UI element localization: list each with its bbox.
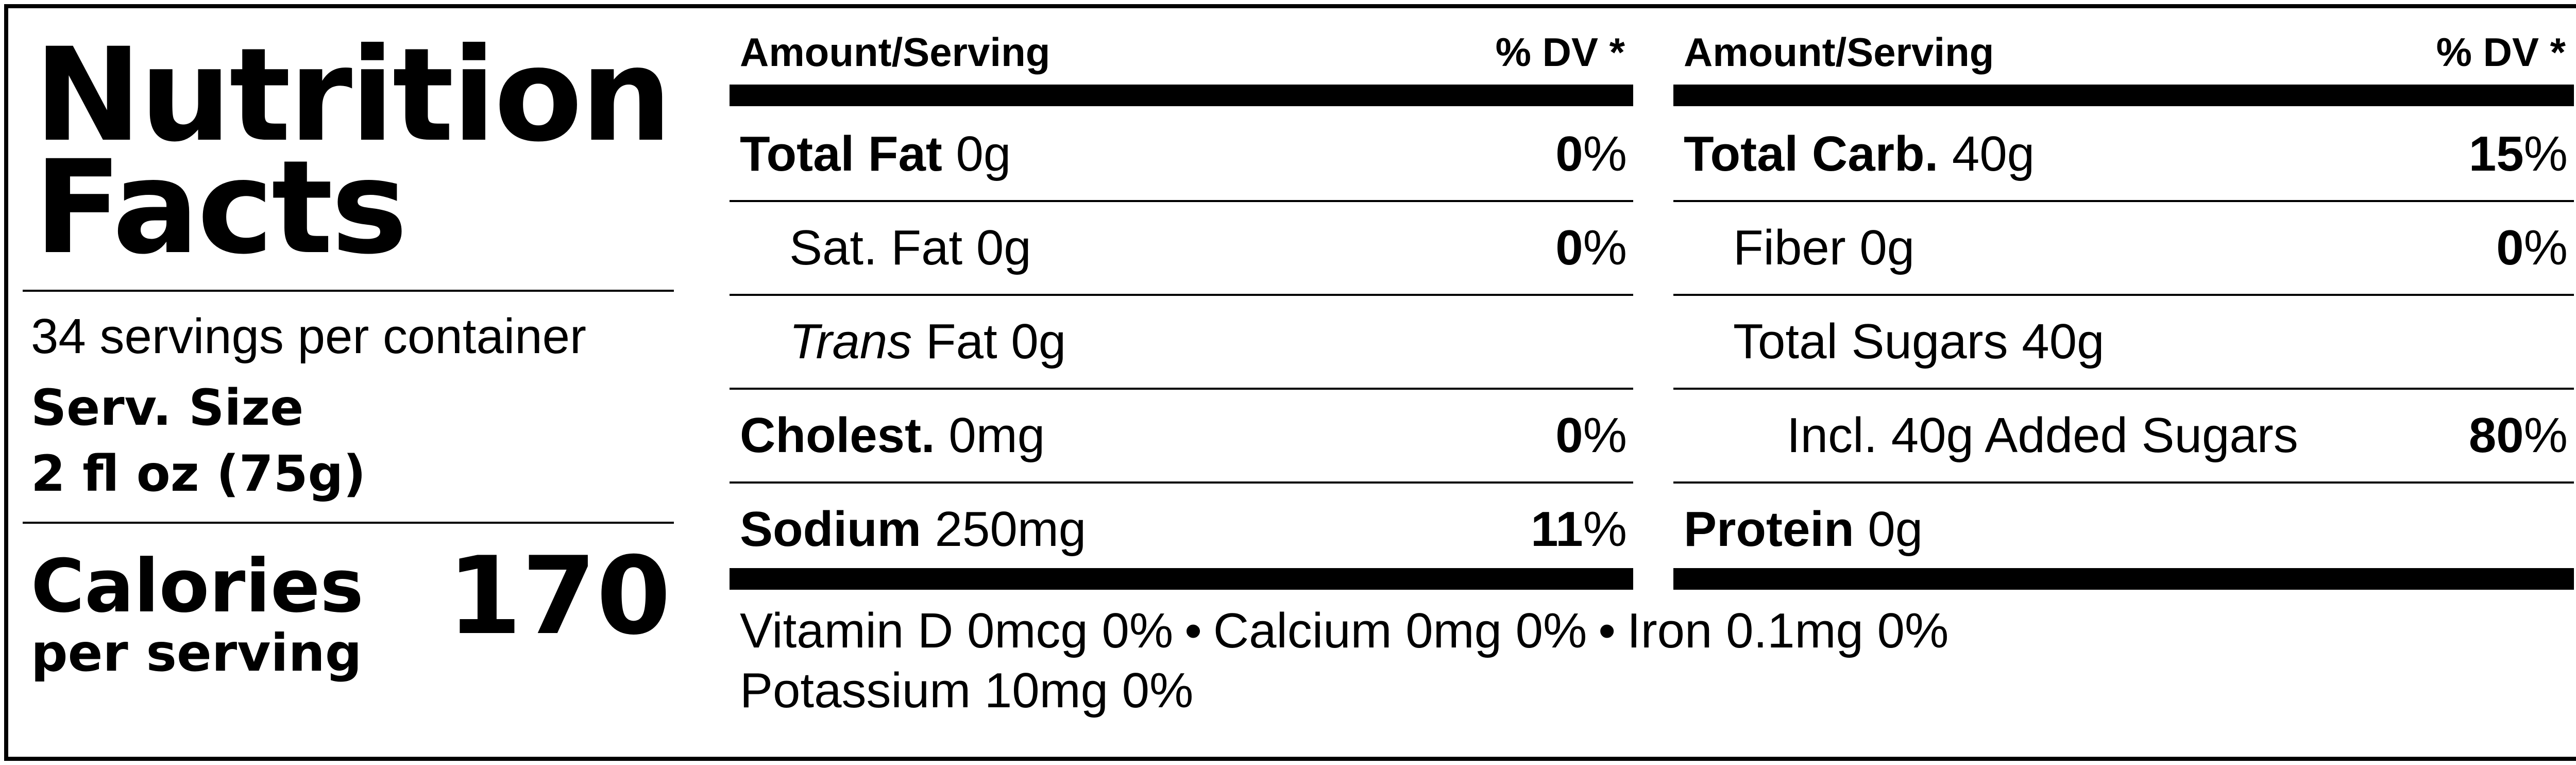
calcium-value: Calcium 0mg 0% (1213, 603, 1587, 658)
thick-divider (730, 85, 1633, 106)
nutrition-facts-label: Nutrition Facts 34 servings per containe… (4, 4, 2576, 761)
amount-per-serving-header: Amount/Serving (1684, 29, 1994, 75)
serving-size-label: Serv. Size (31, 379, 304, 437)
daily-value-number: 80 (2468, 408, 2524, 463)
daily-value-unit: % (1583, 126, 1627, 181)
daily-value-number: 0 (1555, 126, 1583, 181)
nutrient-row-cholesterol: Cholest. 0mg 0% (730, 390, 1633, 484)
divider (23, 522, 674, 524)
nutrient-name: Incl. 40g Added Sugars (1787, 408, 2298, 463)
nutrition-facts-title: Nutrition Facts (34, 20, 673, 282)
nutrient-row-fiber: Fiber 0g 0% (1673, 202, 2574, 296)
nutrient-amount: 0g (1868, 502, 1923, 557)
nutrient-row-saturated-fat: Sat. Fat 0g 0% (730, 202, 1633, 296)
nutrient-name-italic: Trans (789, 314, 912, 369)
potassium-value: Potassium 10mg 0% (740, 663, 1194, 718)
column-header: Amount/Serving % DV * (1684, 24, 2566, 80)
nutrient-name: Cholest. (740, 408, 935, 463)
calories-sublabel: per serving (31, 623, 362, 683)
nutrient-row-added-sugars: Incl. 40g Added Sugars 80% (1673, 390, 2574, 484)
calories-label: Calories (31, 544, 364, 629)
nutrient-amount: 40g (1952, 126, 2035, 181)
column-header: Amount/Serving % DV * (740, 24, 1625, 80)
daily-value-unit: % (1583, 408, 1627, 463)
nutrient-name: Protein (1684, 502, 1854, 557)
serving-size-value: 2 fl oz (75g) (31, 445, 366, 503)
nutrient-row-total-fat: Total Fat 0g 0% (730, 108, 1633, 202)
iron-value: Iron 0.1mg 0% (1627, 603, 1949, 658)
daily-value-number: 0 (1555, 408, 1583, 463)
daily-value-unit: % (2523, 408, 2568, 463)
vitamins-minerals: Vitamin D 0mcg 0% • Calcium 0mg 0% • Iron 0.… (740, 601, 2564, 721)
nutrient-name: Total Fat (740, 126, 942, 181)
nutrient-row-protein: Protein 0g (1673, 484, 2574, 575)
thick-divider (1673, 85, 2574, 106)
nutrient-amount: 0g (1011, 314, 1066, 369)
nutrient-name: Fat (925, 314, 997, 369)
daily-value-number: 11 (1531, 502, 1583, 557)
daily-value-unit: % (2523, 126, 2568, 181)
nutrient-name: Sodium (740, 502, 921, 557)
daily-value-unit: % (1583, 502, 1627, 557)
title-line-1: Nutrition (34, 20, 672, 170)
nutrient-name: Total Sugars (1733, 314, 2008, 369)
divider (23, 290, 674, 292)
vitamin-d-value: Vitamin D 0mcg 0% (740, 603, 1174, 658)
nutrient-row-total-sugars: Total Sugars 40g (1673, 296, 2574, 390)
calories-value: 170 (447, 534, 671, 659)
nutrient-amount: 250mg (935, 502, 1087, 557)
title-line-2: Facts (34, 132, 408, 282)
nutrient-row-total-carbohydrate: Total Carb. 40g 15% (1673, 108, 2574, 202)
daily-value-unit: % (2523, 220, 2568, 275)
daily-value-number: 15 (2468, 126, 2524, 181)
nutrient-amount: 0g (976, 220, 1031, 275)
vitamins-minerals-line-1: Vitamin D 0mcg 0% • Calcium 0mg 0% • Iron 0.… (740, 601, 2564, 661)
bullet-separator: • (1184, 603, 1202, 658)
thick-divider (730, 568, 1633, 590)
bullet-separator: • (1598, 603, 1616, 658)
nutrient-column-right: Amount/Serving % DV * Total Carb. 40g 15… (1673, 8, 2574, 590)
nutrient-name: Fiber (1733, 220, 1846, 275)
nutrient-amount: 0g (1859, 220, 1915, 275)
nutrient-name: Total Carb. (1684, 126, 1939, 181)
daily-value-header: % DV * (2436, 29, 2566, 75)
nutrient-row-sodium: Sodium 250mg 11% (730, 484, 1633, 575)
daily-value-unit: % (1583, 220, 1627, 275)
amount-per-serving-header: Amount/Serving (740, 29, 1050, 75)
nutrient-amount: 40g (2022, 314, 2105, 369)
thick-divider (1673, 568, 2574, 590)
nutrient-amount: 0mg (948, 408, 1045, 463)
label-summary-panel: Nutrition Facts 34 servings per containe… (8, 8, 678, 757)
nutrient-column-left: Amount/Serving % DV * Total Fat 0g 0% Sa… (730, 8, 1633, 590)
nutrient-row-trans-fat: Trans Fat 0g (730, 296, 1633, 390)
daily-value-number: 0 (1555, 220, 1583, 275)
daily-value-header: % DV * (1495, 29, 1625, 75)
servings-per-container: 34 servings per container (31, 309, 586, 364)
nutrient-name: Sat. Fat (789, 220, 963, 275)
vitamins-minerals-line-2: Potassium 10mg 0% (740, 661, 2564, 721)
nutrient-amount: 0g (956, 126, 1011, 181)
daily-value-number: 0 (2496, 220, 2524, 275)
